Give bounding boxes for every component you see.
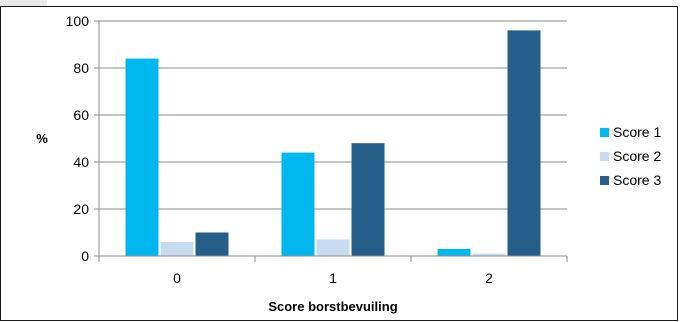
bars <box>125 30 541 257</box>
chart-frame <box>0 6 678 321</box>
x-axis-label: Score borstbevuiling <box>268 299 397 314</box>
bar <box>281 152 315 256</box>
bar <box>195 232 229 256</box>
bar <box>125 58 159 256</box>
legend-swatch <box>600 176 609 185</box>
legend-label: Score 3 <box>613 172 661 188</box>
legend-label: Score 2 <box>613 148 661 164</box>
x-tick-label: 0 <box>173 270 181 286</box>
bar <box>316 239 350 256</box>
gridlines <box>99 20 567 210</box>
y-axis-ticks: 0 20 40 60 80 100 <box>66 13 99 264</box>
axes <box>98 21 567 257</box>
y-tick-label: 80 <box>73 60 89 76</box>
legend-swatch <box>600 152 609 161</box>
y-tick-label: 0 <box>81 248 89 264</box>
legend: Score 1 Score 2 Score 3 <box>600 124 661 188</box>
y-axis-label: % <box>36 131 48 146</box>
x-axis-ticks: 0 1 2 <box>98 256 568 286</box>
bar <box>437 248 471 256</box>
bar <box>351 143 385 256</box>
y-tick-label: 60 <box>73 107 89 123</box>
x-tick-label: 2 <box>485 270 493 286</box>
bar <box>160 241 194 256</box>
y-tick-label: 20 <box>73 201 89 217</box>
legend-label: Score 1 <box>613 124 661 140</box>
y-tick-label: 40 <box>73 154 89 170</box>
y-tick-label: 100 <box>66 13 90 29</box>
bar <box>507 30 541 257</box>
bar <box>472 253 506 256</box>
legend-swatch <box>600 128 609 137</box>
x-tick-label: 1 <box>329 270 337 286</box>
